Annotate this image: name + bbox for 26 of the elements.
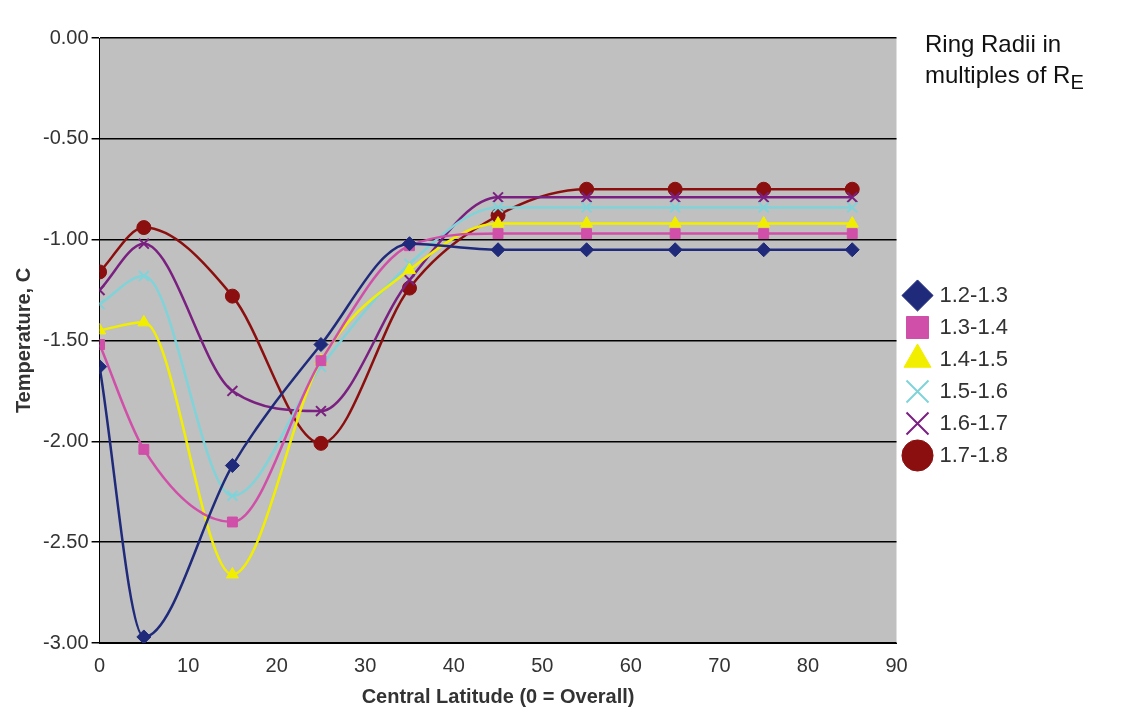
x-axis-title: Central Latitude (0 = Overall) [361,684,635,707]
legend-label: 1.3-1.4 [939,313,1009,339]
x-tick-label: 50 [531,653,554,676]
y-tick-label: -1.50 [42,328,89,351]
legend-label: 1.5-1.6 [939,377,1009,403]
y-axis-title: Temperature, C [11,267,34,414]
x-tick-label: 90 [885,653,908,676]
legend-label: 1.2-1.3 [939,281,1009,307]
x-tick-label: 40 [442,653,465,676]
x-tick-label: 30 [354,653,377,676]
y-tick-label: -2.50 [42,529,89,552]
y-tick-label: -1.00 [42,227,89,250]
y-tick-label: 0.00 [49,25,89,48]
y-tick-label: -3.00 [42,630,89,653]
legend-title: Ring Radii in multiples of R$_{E}$ [925,29,1085,95]
x-tick-label: 60 [619,653,642,676]
legend-label: 1.6-1.7 [939,409,1009,435]
y-tick-label: -2.00 [42,428,89,451]
x-tick-label: 10 [177,653,200,676]
legend-label: 1.7-1.8 [939,441,1009,467]
x-tick-label: 70 [708,653,731,676]
x-tick-label: 0 [94,653,106,676]
x-tick-label: 20 [265,653,288,676]
x-tick-label: 80 [796,653,820,676]
y-tick-label: -0.50 [42,126,89,149]
legend-label: 1.4-1.5 [939,345,1009,371]
